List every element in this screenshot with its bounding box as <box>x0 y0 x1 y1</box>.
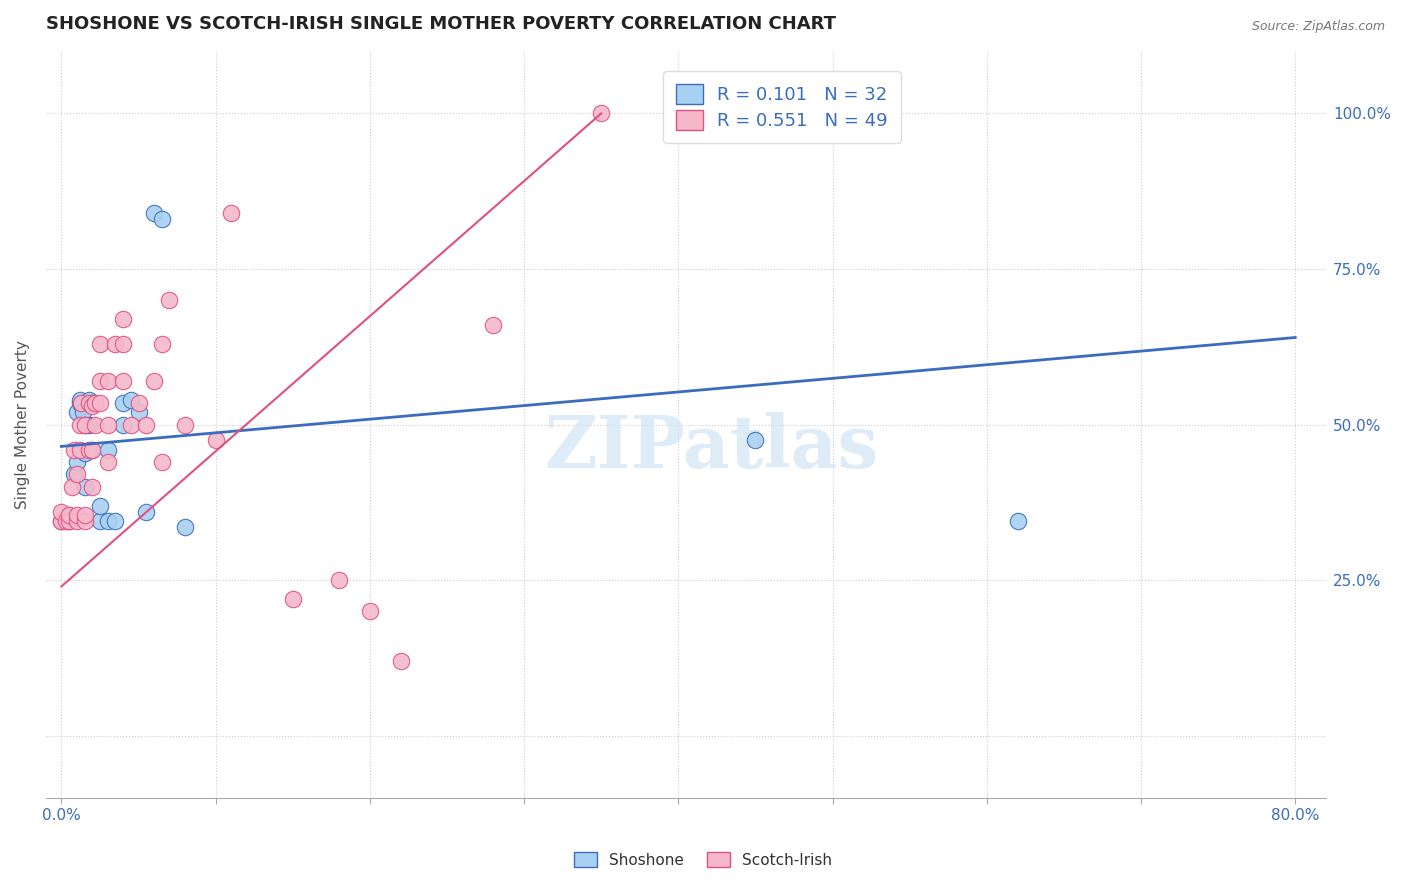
Point <box>104 336 127 351</box>
Point <box>69 417 91 432</box>
Point <box>72 405 94 419</box>
Point <box>73 480 96 494</box>
Point <box>82 399 104 413</box>
Point <box>97 455 120 469</box>
Point <box>128 396 150 410</box>
Point <box>60 480 83 494</box>
Point <box>66 514 89 528</box>
Point <box>1007 514 1029 528</box>
Point <box>328 573 350 587</box>
Point <box>359 604 381 618</box>
Point <box>55 514 77 528</box>
Point <box>482 318 505 332</box>
Point <box>120 417 142 432</box>
Point <box>281 591 304 606</box>
Point <box>89 336 111 351</box>
Legend: Shoshone, Scotch-Irish: Shoshone, Scotch-Irish <box>567 844 839 875</box>
Text: ZIPatlas: ZIPatlas <box>544 411 879 483</box>
Point <box>69 392 91 407</box>
Point <box>89 396 111 410</box>
Point <box>73 445 96 459</box>
Point <box>70 396 93 410</box>
Point <box>112 417 135 432</box>
Point <box>62 442 84 457</box>
Point <box>112 396 135 410</box>
Text: Source: ZipAtlas.com: Source: ZipAtlas.com <box>1251 20 1385 33</box>
Point <box>58 514 80 528</box>
Point <box>73 514 96 528</box>
Point <box>89 514 111 528</box>
Point <box>150 212 173 227</box>
Point <box>97 417 120 432</box>
Point <box>389 654 412 668</box>
Point <box>82 396 104 410</box>
Point <box>77 392 100 407</box>
Point <box>84 396 107 410</box>
Point <box>77 396 100 410</box>
Point <box>120 392 142 407</box>
Text: SHOSHONE VS SCOTCH-IRISH SINGLE MOTHER POVERTY CORRELATION CHART: SHOSHONE VS SCOTCH-IRISH SINGLE MOTHER P… <box>46 15 837 33</box>
Point <box>128 405 150 419</box>
Point <box>150 336 173 351</box>
Point <box>58 514 80 528</box>
Point <box>135 417 157 432</box>
Point <box>204 433 226 447</box>
Point <box>744 433 766 447</box>
Point <box>82 480 104 494</box>
Point <box>69 442 91 457</box>
Point <box>157 293 180 308</box>
Point <box>173 520 195 534</box>
Point <box>135 505 157 519</box>
Point <box>89 499 111 513</box>
Point <box>82 442 104 457</box>
Point <box>66 467 89 482</box>
Point <box>97 442 120 457</box>
Point <box>73 508 96 522</box>
Point <box>84 396 107 410</box>
Point <box>51 514 73 528</box>
Y-axis label: Single Mother Poverty: Single Mother Poverty <box>15 340 30 509</box>
Point <box>142 374 165 388</box>
Point <box>591 106 613 120</box>
Point <box>77 442 100 457</box>
Point <box>82 442 104 457</box>
Point <box>77 417 100 432</box>
Point <box>150 455 173 469</box>
Point <box>69 396 91 410</box>
Point <box>51 505 73 519</box>
Point <box>51 514 73 528</box>
Point <box>73 417 96 432</box>
Point <box>142 206 165 220</box>
Legend: R = 0.101   N = 32, R = 0.551   N = 49: R = 0.101 N = 32, R = 0.551 N = 49 <box>664 71 901 143</box>
Point <box>66 455 89 469</box>
Point <box>66 405 89 419</box>
Point <box>112 336 135 351</box>
Point <box>173 417 195 432</box>
Point <box>112 374 135 388</box>
Point <box>73 417 96 432</box>
Point <box>84 417 107 432</box>
Point <box>89 374 111 388</box>
Point <box>97 514 120 528</box>
Point <box>97 374 120 388</box>
Point <box>66 508 89 522</box>
Point <box>62 467 84 482</box>
Point <box>112 311 135 326</box>
Point <box>219 206 242 220</box>
Point <box>58 508 80 522</box>
Point <box>104 514 127 528</box>
Point <box>58 508 80 522</box>
